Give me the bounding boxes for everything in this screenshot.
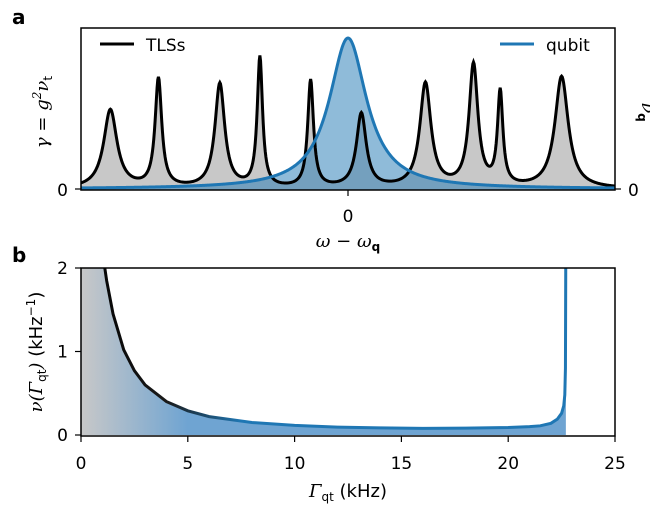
y-tick-label: 0 xyxy=(57,426,68,446)
panel-a-ylabel-right: νq xyxy=(635,102,650,122)
x-tick-label: 15 xyxy=(391,454,413,474)
distribution-area xyxy=(81,268,566,435)
panel-a-xlabel: ω − ωq xyxy=(316,231,380,254)
x-tick-label: 20 xyxy=(497,454,519,474)
y-tick-label: 1 xyxy=(57,343,68,363)
legend-tls-label: TLSs xyxy=(145,36,186,56)
panel-b-plot xyxy=(80,267,616,437)
x-tick-label: 10 xyxy=(284,454,306,474)
legend-panel-a: TLSs qubit xyxy=(100,36,590,56)
tls-area xyxy=(81,55,615,190)
y-tick-label: 2 xyxy=(57,259,68,279)
distribution-line xyxy=(103,268,568,430)
qubit-area xyxy=(81,38,615,190)
legend-qubit-label: qubit xyxy=(546,36,590,56)
qubit-line xyxy=(81,36,615,190)
panel-a-ylabel-left: γ = g2νt xyxy=(30,76,55,148)
panel-a-xtick-zero: 0 xyxy=(343,207,354,227)
panel-b-xticks: 0 5 10 15 20 25 xyxy=(76,436,626,474)
panel-label-a: a xyxy=(12,5,26,29)
panel-b-yticks: 0 1 2 xyxy=(57,259,81,446)
panel-a-ytick-left-zero: 0 xyxy=(57,181,68,201)
x-tick-label: 0 xyxy=(76,454,87,474)
panel-b-xlabel: Γqt (kHz) xyxy=(308,481,387,504)
x-tick-label: 25 xyxy=(604,454,626,474)
x-tick-label: 5 xyxy=(182,454,193,474)
panel-b-ylabel: ν(Γqt) (kHz−1) xyxy=(24,292,49,413)
panel-label-b: b xyxy=(12,243,26,267)
panel-a-ytick-right-zero: 0 xyxy=(628,181,639,201)
tls-line xyxy=(81,55,615,188)
